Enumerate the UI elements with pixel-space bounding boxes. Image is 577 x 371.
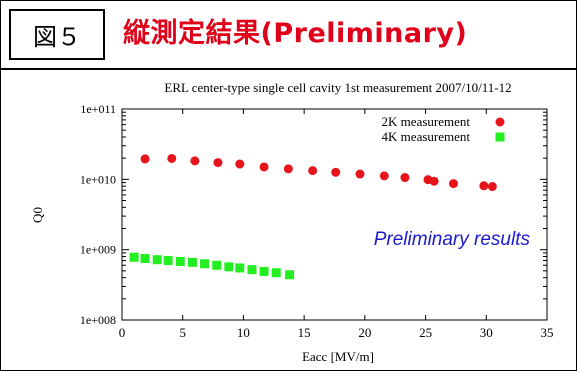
data-point-4k	[235, 263, 245, 273]
y-tick-label: 1e+010	[80, 172, 116, 186]
y-tick-label: 1e+011	[80, 102, 116, 116]
x-tick-label: 10	[237, 325, 250, 340]
legend-marker-4k	[495, 132, 505, 142]
data-point-2k	[259, 162, 269, 172]
plot-area-border	[121, 108, 548, 321]
x-tick-label: 15	[298, 325, 311, 340]
data-point-4k	[187, 257, 197, 267]
y-tick-label: 1e+009	[80, 243, 116, 257]
legend-marker-2k	[495, 117, 505, 127]
x-tick-label: 5	[179, 325, 186, 340]
x-tick-label: 30	[480, 325, 493, 340]
data-point-2k	[167, 153, 177, 163]
x-tick-label: 35	[541, 325, 554, 340]
data-point-4k	[200, 259, 210, 269]
data-point-4k	[152, 255, 162, 265]
axis-tick-labels: 0 5 10 15 20 25 30 35 1e+008 1e+009 1e+010 1e+011	[80, 102, 554, 340]
data-point-4k	[271, 268, 281, 278]
data-point-2k	[449, 179, 458, 189]
data-point-2k	[213, 158, 223, 168]
slide-title: 縦測定結果(Preliminary)	[123, 18, 468, 49]
data-point-2k	[487, 182, 497, 192]
data-point-2k	[355, 169, 365, 179]
data-point-2k	[190, 156, 200, 166]
data-point-2k	[140, 154, 150, 164]
data-point-4k	[247, 265, 257, 275]
title-divider	[1, 68, 576, 70]
data-point-2k	[283, 164, 293, 174]
preliminary-results-annotation: Preliminary results	[374, 229, 531, 250]
data-point-2k	[379, 171, 389, 181]
data-point-2k	[479, 181, 489, 191]
data-point-4k	[175, 256, 185, 266]
x-axis-label: Eacc [MV/m]	[302, 349, 374, 364]
data-point-4k	[129, 252, 139, 262]
data-point-2k	[308, 166, 318, 176]
x-tick-label: 0	[119, 325, 126, 340]
data-point-4k	[224, 262, 234, 272]
axis-ticks	[121, 108, 548, 321]
x-tick-label: 20	[358, 325, 371, 340]
data-point-4k	[163, 256, 173, 266]
chart-title: ERL center-type single cell cavity 1st m…	[164, 80, 511, 95]
x-tick-label: 25	[419, 325, 432, 340]
legend-label-2k: 2K measurement	[382, 114, 471, 129]
data-markers	[129, 153, 497, 280]
figure-label: 図５	[9, 9, 105, 60]
data-point-2k	[429, 176, 439, 186]
data-point-2k	[331, 167, 341, 177]
y-tick-label: 1e+008	[80, 313, 116, 327]
data-point-2k	[400, 173, 410, 183]
y-axis-label: Q0	[30, 207, 45, 223]
data-point-4k	[285, 270, 295, 280]
data-point-4k	[212, 260, 222, 270]
legend-label-4k: 4K measurement	[382, 129, 471, 144]
data-point-2k	[235, 159, 245, 169]
data-point-4k	[140, 253, 150, 263]
data-point-4k	[259, 266, 269, 276]
